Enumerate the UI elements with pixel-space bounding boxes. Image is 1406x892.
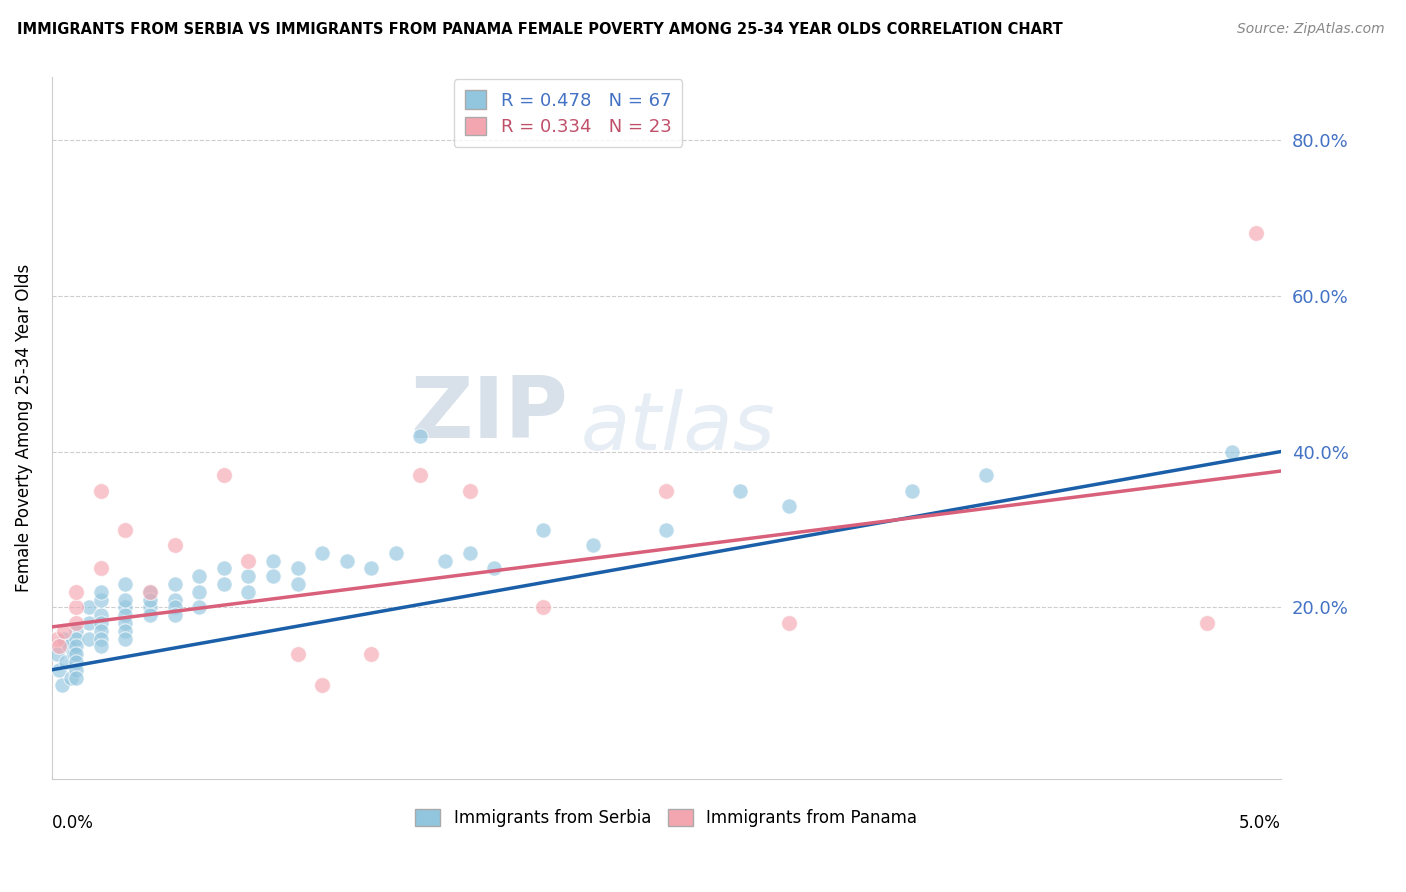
Point: [385, 546, 408, 560]
Point: [311, 546, 333, 560]
Point: [238, 554, 260, 568]
Point: [409, 467, 432, 482]
Point: [163, 577, 186, 591]
Point: [531, 600, 554, 615]
Legend: Immigrants from Serbia, Immigrants from Panama: Immigrants from Serbia, Immigrants from …: [409, 802, 924, 834]
Point: [114, 523, 136, 537]
Point: [360, 647, 382, 661]
Point: [65, 632, 87, 646]
Point: [48, 640, 70, 654]
Point: [531, 523, 554, 537]
Point: [212, 467, 235, 482]
Point: [53, 632, 76, 646]
Point: [90, 615, 112, 630]
Point: [45, 647, 67, 661]
Point: [655, 483, 678, 498]
Point: [58, 640, 80, 654]
Point: [458, 546, 481, 560]
Point: [139, 608, 162, 623]
Point: [287, 561, 309, 575]
Point: [655, 523, 678, 537]
Point: [336, 554, 359, 568]
Point: [114, 624, 136, 638]
Point: [65, 600, 87, 615]
Point: [65, 624, 87, 638]
Point: [974, 467, 997, 482]
Point: [65, 585, 87, 599]
Point: [484, 561, 506, 575]
Point: [581, 538, 603, 552]
Point: [90, 585, 112, 599]
Point: [262, 554, 284, 568]
Point: [65, 671, 87, 685]
Point: [287, 647, 309, 661]
Point: [1244, 227, 1267, 241]
Point: [114, 608, 136, 623]
Point: [139, 585, 162, 599]
Point: [212, 561, 235, 575]
Point: [65, 663, 87, 677]
Point: [51, 678, 73, 692]
Point: [212, 577, 235, 591]
Point: [188, 569, 211, 583]
Point: [63, 647, 86, 661]
Point: [778, 499, 800, 513]
Point: [778, 615, 800, 630]
Point: [287, 577, 309, 591]
Point: [114, 600, 136, 615]
Y-axis label: Female Poverty Among 25-34 Year Olds: Female Poverty Among 25-34 Year Olds: [15, 264, 32, 592]
Point: [90, 624, 112, 638]
Point: [311, 678, 333, 692]
Point: [77, 632, 100, 646]
Point: [360, 561, 382, 575]
Point: [188, 600, 211, 615]
Point: [238, 569, 260, 583]
Point: [901, 483, 924, 498]
Point: [65, 647, 87, 661]
Point: [163, 592, 186, 607]
Point: [90, 592, 112, 607]
Point: [77, 600, 100, 615]
Point: [139, 585, 162, 599]
Text: atlas: atlas: [581, 389, 775, 467]
Point: [434, 554, 457, 568]
Point: [65, 655, 87, 669]
Point: [90, 640, 112, 654]
Point: [728, 483, 751, 498]
Point: [163, 538, 186, 552]
Point: [458, 483, 481, 498]
Text: ZIP: ZIP: [411, 373, 568, 456]
Point: [188, 585, 211, 599]
Point: [1220, 444, 1243, 458]
Point: [114, 592, 136, 607]
Point: [114, 632, 136, 646]
Point: [77, 615, 100, 630]
Point: [409, 429, 432, 443]
Point: [90, 561, 112, 575]
Text: 5.0%: 5.0%: [1239, 814, 1281, 832]
Point: [114, 577, 136, 591]
Point: [163, 600, 186, 615]
Point: [65, 615, 87, 630]
Point: [65, 640, 87, 654]
Point: [163, 608, 186, 623]
Text: IMMIGRANTS FROM SERBIA VS IMMIGRANTS FROM PANAMA FEMALE POVERTY AMONG 25-34 YEAR: IMMIGRANTS FROM SERBIA VS IMMIGRANTS FRO…: [17, 22, 1063, 37]
Point: [1197, 615, 1219, 630]
Point: [48, 663, 70, 677]
Point: [90, 483, 112, 498]
Point: [139, 600, 162, 615]
Point: [238, 585, 260, 599]
Point: [139, 592, 162, 607]
Text: 0.0%: 0.0%: [52, 814, 94, 832]
Point: [262, 569, 284, 583]
Point: [45, 632, 67, 646]
Point: [114, 615, 136, 630]
Point: [90, 632, 112, 646]
Point: [53, 624, 76, 638]
Point: [60, 671, 83, 685]
Text: Source: ZipAtlas.com: Source: ZipAtlas.com: [1237, 22, 1385, 37]
Point: [90, 608, 112, 623]
Point: [55, 655, 77, 669]
